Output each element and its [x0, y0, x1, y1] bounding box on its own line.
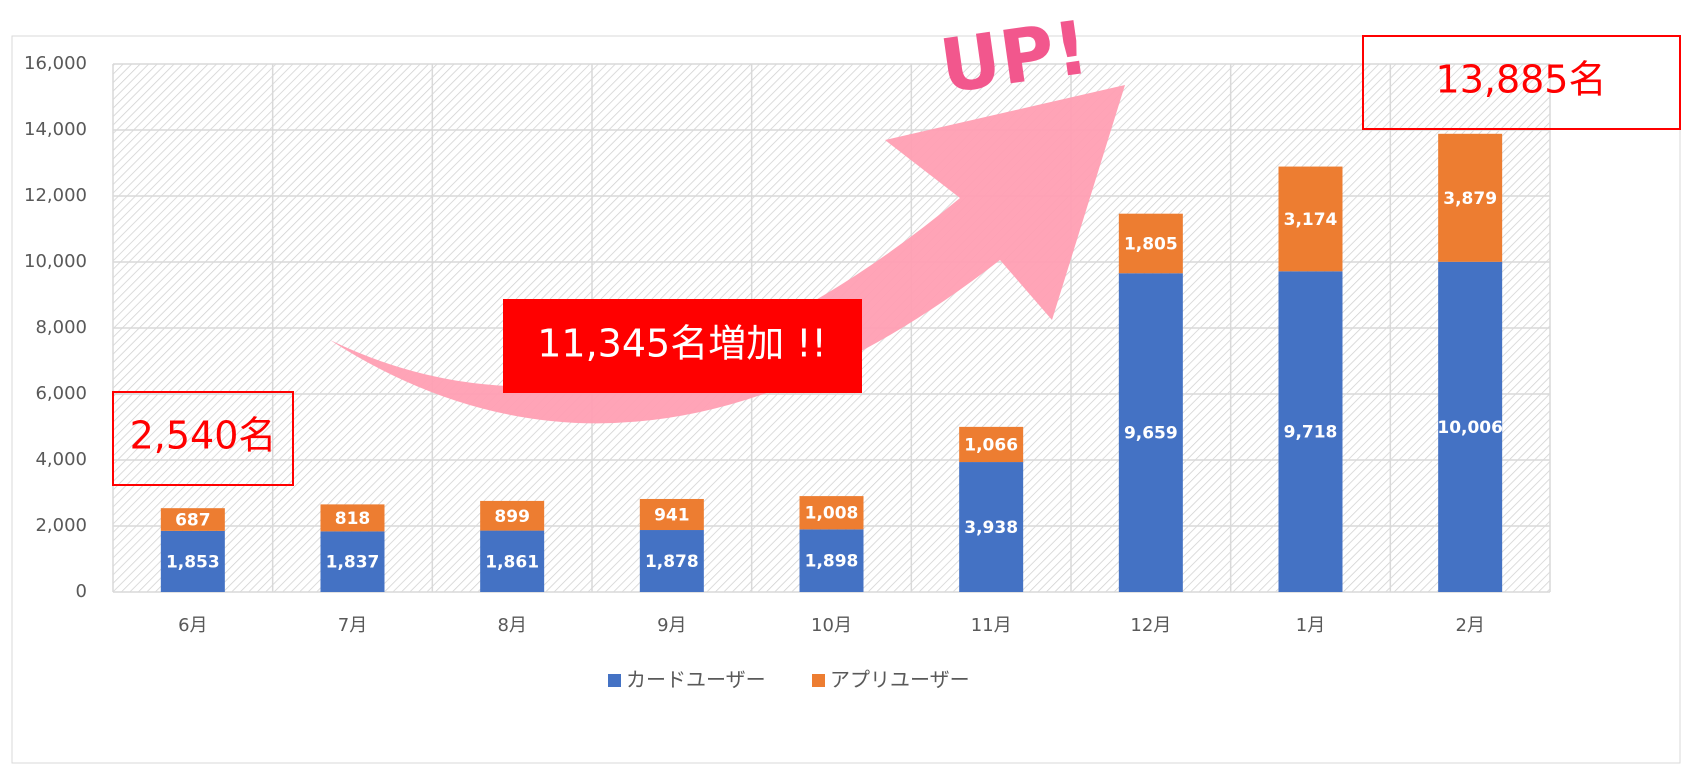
y-tick-label: 16,000 [24, 53, 87, 74]
value-label: 941 [654, 505, 690, 525]
value-label: 3,938 [964, 518, 1018, 538]
value-label: 9,718 [1284, 423, 1338, 443]
value-label: 1,898 [805, 552, 859, 572]
x-tick-label: 8月 [497, 615, 526, 636]
x-tick-label: 9月 [657, 615, 686, 636]
y-tick-label: 10,000 [24, 251, 87, 272]
value-label: 3,879 [1443, 189, 1497, 209]
x-tick-label: 10月 [811, 615, 852, 636]
y-tick-label: 12,000 [24, 185, 87, 206]
x-tick-label: 6月 [178, 615, 207, 636]
value-label: 3,174 [1284, 210, 1338, 230]
value-label: 9,659 [1124, 424, 1178, 444]
legend-label: カードユーザー [626, 668, 766, 692]
value-label: 687 [175, 511, 211, 531]
value-label: 818 [335, 509, 371, 529]
value-label: 1,805 [1124, 234, 1178, 254]
legend-label: アプリユーザー [830, 668, 970, 692]
value-label: 1,878 [645, 552, 699, 572]
x-tick-label: 7月 [338, 615, 367, 636]
x-tick-label: 12月 [1130, 615, 1171, 636]
y-tick-label: 4,000 [35, 449, 87, 470]
increase-text: 11,345名増加 !! [537, 322, 827, 366]
value-label: 899 [494, 507, 530, 527]
value-label: 1,837 [326, 553, 380, 573]
x-tick-label: 1月 [1296, 615, 1325, 636]
value-label: 1,008 [805, 504, 859, 524]
value-label: 10,006 [1437, 418, 1503, 438]
value-label: 1,853 [166, 552, 220, 572]
y-tick-label: 8,000 [35, 317, 87, 338]
y-tick-label: 0 [76, 581, 87, 602]
chart: 0 2,000 4,000 6,000 8,000 10,000 12,000 14,000 1… [0, 0, 1681, 764]
y-tick-label: 6,000 [35, 383, 87, 404]
legend-swatch [812, 674, 825, 687]
start-text: 2,540名 [130, 414, 277, 458]
y-tick-label: 2,000 [35, 515, 87, 536]
x-tick-label: 11月 [971, 615, 1012, 636]
value-label: 1,066 [964, 435, 1018, 455]
x-tick-label: 2月 [1455, 615, 1484, 636]
legend-swatch [608, 674, 621, 687]
end-text: 13,885名 [1436, 58, 1607, 102]
y-tick-label: 14,000 [24, 119, 87, 140]
value-label: 1,861 [485, 552, 539, 572]
